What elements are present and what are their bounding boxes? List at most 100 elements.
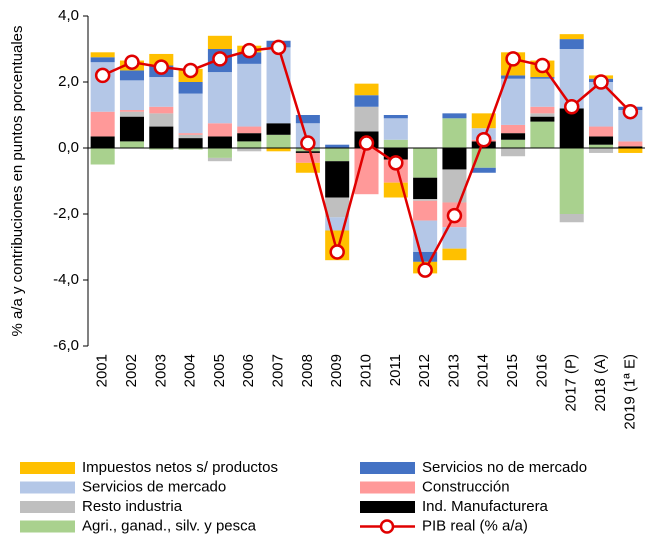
x-tick-label: 2007 [270,354,287,387]
legend-swatch [20,481,75,494]
x-tick-label: 2011 [387,354,404,386]
y-tick-label: -4,0 [53,271,79,288]
line-marker [446,207,463,224]
bar-segment [559,34,584,40]
legend-label: Resto industria [82,498,183,515]
bar-segment [589,126,614,137]
bar-segment [559,148,584,214]
legend-swatch [360,481,415,494]
bar-segment [413,200,438,221]
bar-segment [295,115,320,124]
line-marker [388,155,404,171]
legend-swatch [20,462,75,474]
bar-segment [90,52,115,58]
line-marker [182,62,199,79]
line-marker [417,262,433,278]
bar-segment [149,106,174,114]
y-tick-label: -6,0 [53,337,79,354]
bar-segment [178,93,203,134]
legend-label: PIB real (% a/a) [422,517,528,534]
bar-segment [559,39,584,49]
bar-segment [325,161,350,198]
bar-segment [178,138,203,148]
bar-segment [618,146,643,148]
bar-segment [501,75,526,79]
bar-segment [266,134,291,148]
bar-segment [237,63,262,127]
line-marker [329,244,345,260]
bar-segment [413,177,438,200]
bar-segment [501,133,526,140]
bar-segment [119,111,144,117]
y-tick-label: -2,0 [53,205,79,222]
legend-label: Servicios de mercado [82,478,226,495]
bar-segment [442,248,467,261]
line-marker [593,74,609,90]
line-marker [476,132,492,148]
x-tick-label: 2018 (A) [592,354,609,412]
line-marker [153,59,170,75]
line-marker [358,135,375,151]
x-tick-label: 2015 [504,354,521,387]
bar-segment [90,148,115,165]
y-axis-label: % a/a y contribuciones en puntos porcent… [9,25,26,336]
legend-swatch [20,520,75,533]
legend-label: Impuestos netos s/ productos [82,459,278,476]
legend-label: Servicios no de mercado [422,459,587,476]
bar-segment [266,123,291,135]
bar-segment [178,134,203,139]
bar-segment [442,227,467,249]
bar-segment [559,108,584,148]
x-tick-label: 2001 [94,354,111,387]
bar-segment [354,83,379,96]
bar-segment [149,77,174,107]
bar-segment [383,139,408,148]
bar-segment [383,148,408,160]
bar-segment [618,141,643,147]
bar-segment [383,118,408,140]
y-tick-label: 4,0 [58,7,79,24]
y-tick-label: 2,0 [58,73,79,90]
bar-segment [325,197,350,218]
bar-segment [266,47,291,124]
x-tick-label: 2003 [152,354,169,387]
x-tick-label: 2012 [416,354,433,387]
bar-segment [149,148,174,150]
line-marker [505,51,521,67]
line-marker [94,67,111,84]
bar-segment [501,148,526,157]
bar-segment [413,148,438,178]
y-tick-label: 0,0 [58,139,79,156]
bar-segment [237,133,262,142]
legend-swatch [360,501,415,513]
line-marker [124,54,140,70]
bar-segment [589,144,614,148]
bar-segment [530,121,555,148]
x-tick-label: 2019 (1ª E) [621,354,638,430]
bar-segment [501,139,526,148]
bar-segment [618,148,643,153]
bar-segment [237,148,262,152]
x-tick-label: 2016 [533,354,550,387]
bar-segment [471,167,496,173]
bar-segment [119,70,144,81]
bar-segment [295,152,320,163]
bar-segment [90,111,115,137]
x-tick-label: 2009 [328,354,345,387]
bar-segment [295,151,320,153]
bar-segment [207,72,232,124]
bar-segment [119,80,144,111]
bar-segment [354,106,379,132]
bar-segment [119,141,144,148]
x-tick-label: 2002 [123,354,140,387]
bar-segment [383,115,408,119]
bar-segment [207,136,232,148]
legend-swatch [20,501,75,513]
bar-segment [442,148,467,170]
bar-segment [207,123,232,137]
bar-segment [530,78,555,107]
bar-segment [589,148,614,153]
bar-segment [354,95,379,107]
x-tick-label: 2006 [240,354,257,387]
bar-segment [119,116,144,142]
